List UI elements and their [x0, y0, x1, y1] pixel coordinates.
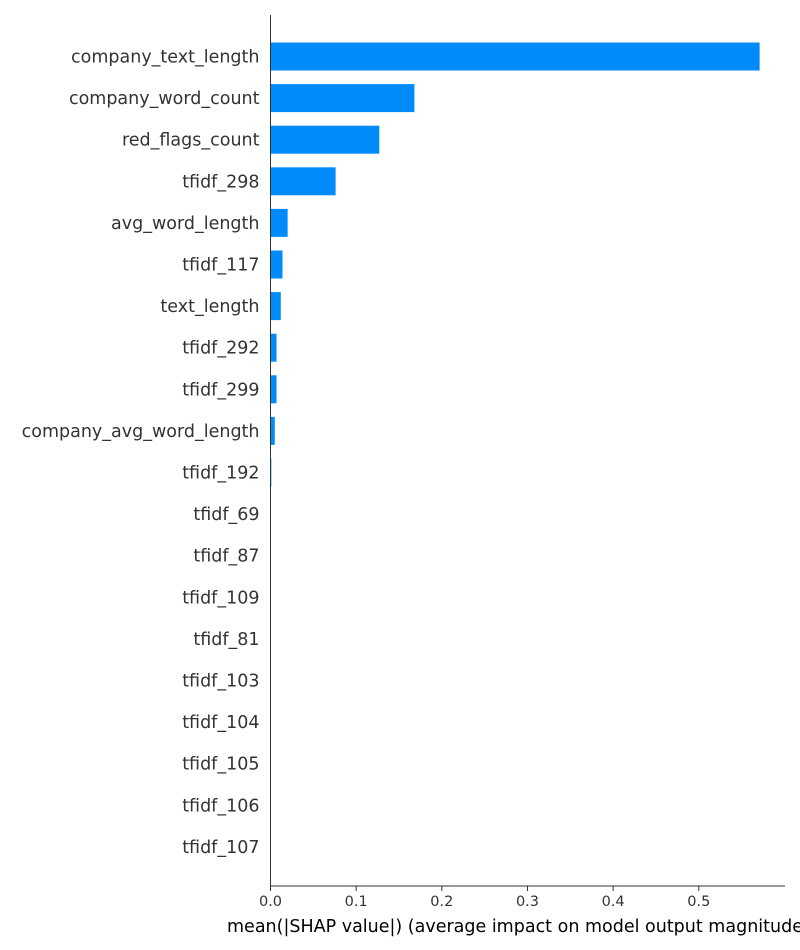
feature-label: tfidf_109 — [182, 588, 259, 608]
feature-label: tfidf_69 — [193, 505, 259, 525]
bar-text_length — [270, 292, 281, 321]
feature-label: company_avg_word_length — [22, 422, 260, 442]
x-tick-label: 0.1 — [345, 894, 368, 910]
feature-label: red_flags_count — [122, 131, 260, 151]
feature-label: tfidf_298 — [182, 172, 259, 192]
feature-label: tfidf_107 — [182, 838, 259, 858]
feature-label: company_text_length — [71, 48, 259, 68]
bar-company_avg_word_length — [270, 416, 275, 445]
bar-avg_word_length — [270, 208, 288, 237]
bar-company_text_length — [270, 42, 760, 71]
bar-tfidf_298 — [270, 167, 336, 196]
feature-label: tfidf_299 — [182, 380, 259, 400]
feature-label: company_word_count — [69, 89, 260, 109]
x-axis-title: mean(|SHAP value|) (average impact on mo… — [227, 917, 800, 937]
x-tick-label: 0.3 — [516, 894, 539, 910]
bar-tfidf_299 — [270, 375, 277, 404]
x-tick-label: 0.0 — [259, 894, 282, 910]
bar-company_word_count — [270, 84, 415, 113]
feature-label: tfidf_104 — [182, 713, 259, 733]
feature-label: tfidf_192 — [182, 464, 259, 484]
feature-label: tfidf_103 — [182, 672, 259, 692]
feature-label: tfidf_81 — [193, 630, 259, 650]
feature-label: tfidf_87 — [193, 547, 259, 567]
bars-layer — [270, 42, 760, 487]
x-tick-label: 0.2 — [430, 894, 453, 910]
feature-labels: company_text_length company_word_countred… — [22, 48, 260, 858]
feature-label: tfidf_105 — [182, 755, 259, 775]
feature-label: tfidf_106 — [182, 796, 259, 816]
bar-red_flags_count — [270, 125, 380, 154]
x-axis-ticks: 0.0 0.1 0.2 0.3 0.4 0.5 — [259, 886, 710, 910]
x-tick-label: 0.4 — [602, 894, 625, 910]
feature-label: text_length — [160, 297, 259, 317]
feature-label: tfidf_117 — [182, 256, 259, 276]
bar-tfidf_292 — [270, 333, 277, 362]
feature-label: tfidf_292 — [182, 339, 259, 359]
bar-tfidf_117 — [270, 250, 283, 279]
x-tick-label: 0.5 — [687, 894, 710, 910]
feature-label: avg_word_length — [111, 214, 260, 234]
